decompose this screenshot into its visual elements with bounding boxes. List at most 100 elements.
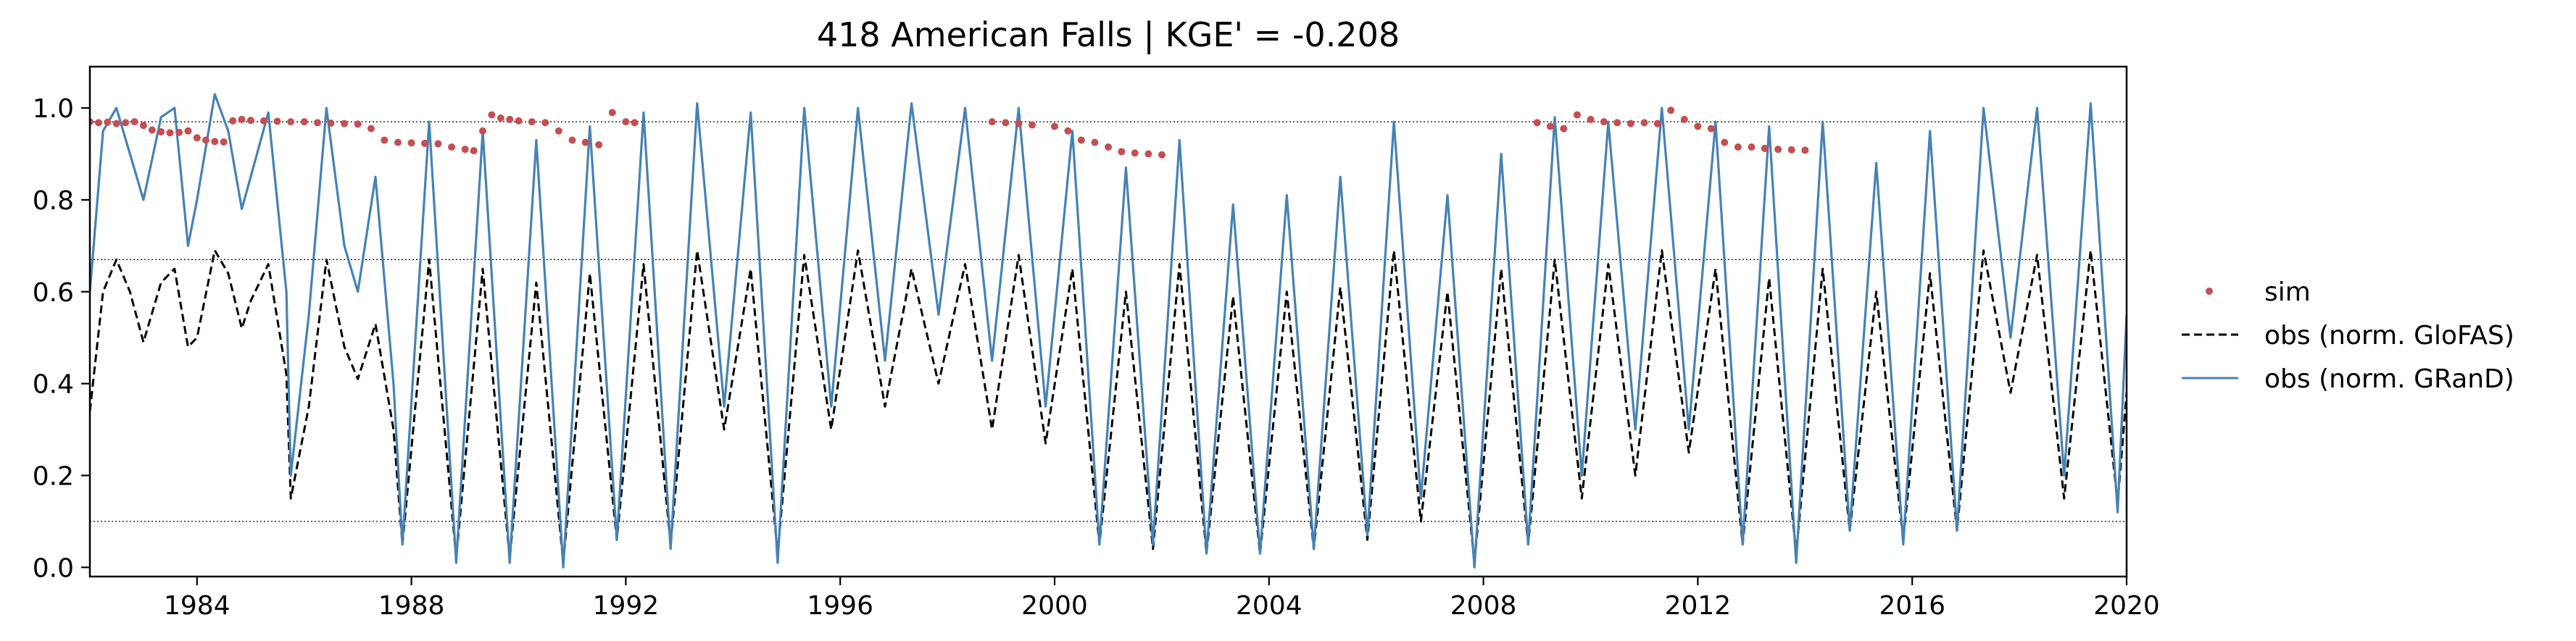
series-layer bbox=[90, 93, 2127, 569]
legend: sim obs (norm. GloFAS) obs (norm. GRanD) bbox=[2182, 277, 2514, 394]
x-tick-label-2: 1992 bbox=[593, 591, 660, 621]
sim-point-81 bbox=[1774, 146, 1782, 154]
sim-point-34 bbox=[461, 146, 469, 154]
sim-point-79 bbox=[1748, 143, 1756, 151]
sim-point-28 bbox=[381, 136, 389, 144]
sim-point-54 bbox=[1050, 122, 1058, 130]
legend-label-0: sim bbox=[2264, 277, 2311, 307]
x-tick-label-6: 2008 bbox=[1450, 591, 1517, 621]
sim-point-21 bbox=[287, 118, 295, 126]
sim-point-1 bbox=[94, 119, 102, 127]
sim-point-45 bbox=[581, 138, 589, 146]
sim-point-67 bbox=[1587, 115, 1595, 123]
sim-point-50 bbox=[988, 118, 996, 126]
sim-point-43 bbox=[554, 127, 562, 135]
sim-point-59 bbox=[1118, 148, 1126, 156]
sim-point-80 bbox=[1761, 144, 1769, 152]
sim-point-62 bbox=[1158, 151, 1166, 159]
sim-point-65 bbox=[1560, 125, 1568, 133]
sim-point-11 bbox=[184, 127, 192, 135]
sim-point-17 bbox=[238, 115, 246, 123]
y-tick-label-4: 0.8 bbox=[33, 186, 74, 216]
sim-point-57 bbox=[1091, 138, 1099, 146]
sim-point-69 bbox=[1613, 119, 1621, 127]
y-axis: 0.0 0.2 0.4 0.6 0.8 1.0 bbox=[33, 94, 90, 583]
sim-point-55 bbox=[1064, 127, 1072, 135]
sim-point-52 bbox=[1015, 120, 1023, 127]
sim-point-9 bbox=[166, 129, 174, 137]
sim-point-83 bbox=[1801, 146, 1809, 154]
sim-point-74 bbox=[1680, 115, 1688, 123]
sim-point-37 bbox=[488, 111, 496, 119]
sim-point-13 bbox=[201, 136, 209, 144]
x-axis: 1984 1988 1992 1996 2000 2004 2008 2012 2016 2020 bbox=[164, 577, 2160, 621]
sim-point-51 bbox=[1002, 119, 1010, 127]
sim-point-60 bbox=[1131, 149, 1139, 157]
y-tick-label-0: 0.0 bbox=[33, 553, 74, 583]
x-tick-label-1: 1988 bbox=[378, 591, 445, 621]
sim-point-82 bbox=[1787, 146, 1795, 154]
plot-area: 1984 1988 1992 1996 2000 2004 2008 2012 2016 2020… bbox=[33, 65, 2160, 621]
x-tick-label-8: 2016 bbox=[1879, 591, 1945, 621]
sim-point-39 bbox=[506, 115, 514, 123]
x-tick-label-4: 2000 bbox=[1021, 591, 1088, 621]
sim-point-66 bbox=[1573, 111, 1581, 119]
sim-point-73 bbox=[1667, 106, 1675, 114]
sim-point-41 bbox=[528, 118, 536, 126]
legend-label-1: obs (norm. GloFAS) bbox=[2264, 321, 2514, 351]
legend-item-2: obs (norm. GRanD) bbox=[2182, 364, 2514, 394]
sim-point-77 bbox=[1721, 138, 1729, 146]
sim-point-68 bbox=[1600, 118, 1608, 126]
y-tick-label-2: 0.4 bbox=[33, 370, 74, 400]
sim-point-8 bbox=[157, 128, 165, 136]
y-tick-label-1: 0.2 bbox=[33, 461, 74, 491]
sim-point-29 bbox=[394, 138, 402, 146]
plot-frame bbox=[88, 65, 2128, 578]
sim-point-44 bbox=[568, 136, 576, 144]
sim-point-76 bbox=[1707, 125, 1715, 133]
sim-point-63 bbox=[1533, 119, 1541, 127]
chart-title: 418 American Falls | KGE' = -0.208 bbox=[817, 15, 1400, 55]
x-tick-label-7: 2012 bbox=[1665, 591, 1732, 621]
sim-point-19 bbox=[260, 117, 268, 125]
sim-point-47 bbox=[608, 109, 616, 117]
sim-point-14 bbox=[211, 138, 219, 146]
sim-point-2 bbox=[104, 118, 112, 126]
legend-label-2: obs (norm. GRanD) bbox=[2264, 364, 2514, 394]
series-line-2 bbox=[90, 93, 2127, 569]
sim-point-40 bbox=[515, 117, 523, 125]
sim-point-24 bbox=[327, 120, 335, 127]
sim-point-6 bbox=[139, 122, 147, 130]
x-tick-label-0: 1984 bbox=[164, 591, 230, 621]
sim-point-72 bbox=[1653, 120, 1661, 127]
sim-point-78 bbox=[1734, 143, 1742, 151]
sim-point-5 bbox=[130, 118, 138, 126]
sim-point-61 bbox=[1144, 150, 1152, 158]
sim-point-18 bbox=[246, 117, 254, 125]
sim-point-20 bbox=[273, 117, 281, 125]
sim-point-7 bbox=[148, 126, 156, 134]
sim-point-35 bbox=[470, 147, 478, 155]
sim-point-23 bbox=[314, 119, 322, 127]
sim-point-26 bbox=[354, 120, 362, 128]
sim-point-31 bbox=[421, 139, 429, 147]
sim-point-53 bbox=[1029, 121, 1036, 129]
sim-point-4 bbox=[122, 119, 130, 127]
sim-point-70 bbox=[1626, 120, 1634, 127]
sim-point-42 bbox=[541, 119, 549, 127]
sim-point-32 bbox=[434, 140, 442, 148]
x-tick-label-9: 2020 bbox=[2093, 591, 2160, 621]
sim-point-56 bbox=[1077, 136, 1085, 144]
reference-lines bbox=[90, 121, 2127, 522]
sim-point-58 bbox=[1105, 143, 1113, 151]
series-sim bbox=[90, 106, 1809, 159]
sim-point-33 bbox=[448, 143, 456, 151]
sim-point-15 bbox=[220, 138, 228, 146]
y-tick-label-5: 1.0 bbox=[33, 94, 74, 124]
sim-point-10 bbox=[175, 128, 183, 136]
sim-point-75 bbox=[1694, 122, 1702, 130]
legend-item-0: sim bbox=[2206, 277, 2311, 307]
sim-point-38 bbox=[496, 114, 504, 122]
sim-point-12 bbox=[193, 134, 201, 142]
